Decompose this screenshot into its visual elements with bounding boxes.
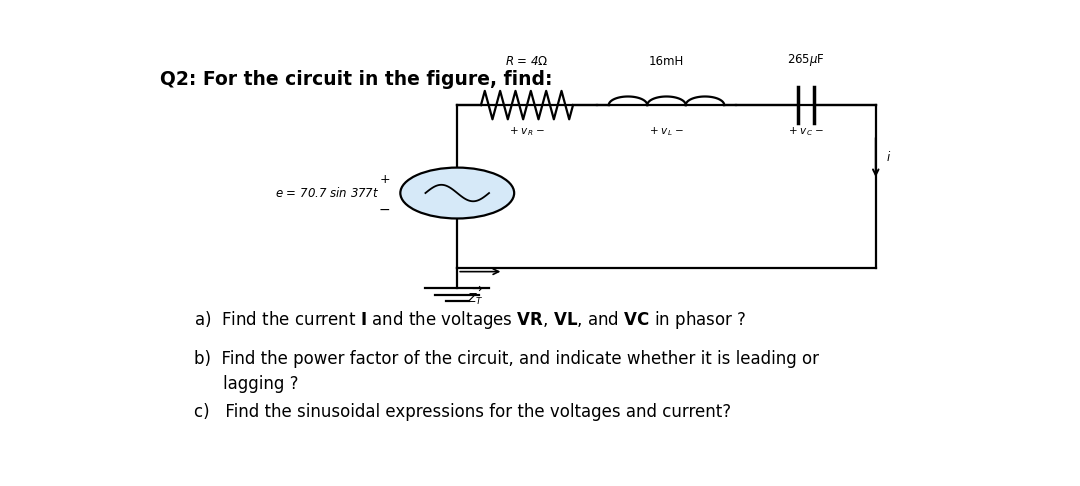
Text: $e$ = 70.7 sin 377$t$: $e$ = 70.7 sin 377$t$ (275, 186, 379, 200)
Text: a)  Find the current $\mathbf{I}$ and the voltages $\mathbf{VR}$, $\mathbf{VL}$,: a) Find the current $\mathbf{I}$ and the… (193, 309, 746, 331)
Text: $\overrightarrow{Z_T}$: $\overrightarrow{Z_T}$ (468, 285, 484, 307)
Text: Q2: For the circuit in the figure, find:: Q2: For the circuit in the figure, find: (160, 69, 553, 88)
Text: c)   Find the sinusoidal expressions for the voltages and current?: c) Find the sinusoidal expressions for t… (193, 402, 731, 420)
Text: 16mH: 16mH (649, 55, 684, 68)
Text: + $v_L$ $-$: + $v_L$ $-$ (649, 126, 685, 139)
Text: $i$: $i$ (886, 151, 891, 164)
Text: lagging ?: lagging ? (222, 375, 298, 393)
Text: −: − (379, 203, 390, 217)
Text: + $v_R$ $-$: + $v_R$ $-$ (509, 126, 545, 139)
Text: $R$ = 4$\Omega$: $R$ = 4$\Omega$ (505, 55, 549, 68)
Text: b)  Find the power factor of the circuit, and indicate whether it is leading or: b) Find the power factor of the circuit,… (193, 350, 819, 368)
Circle shape (401, 168, 514, 219)
Text: +: + (380, 173, 390, 186)
Text: + $v_C$ $-$: + $v_C$ $-$ (787, 126, 824, 139)
Text: 265$\mu$F: 265$\mu$F (787, 52, 825, 68)
